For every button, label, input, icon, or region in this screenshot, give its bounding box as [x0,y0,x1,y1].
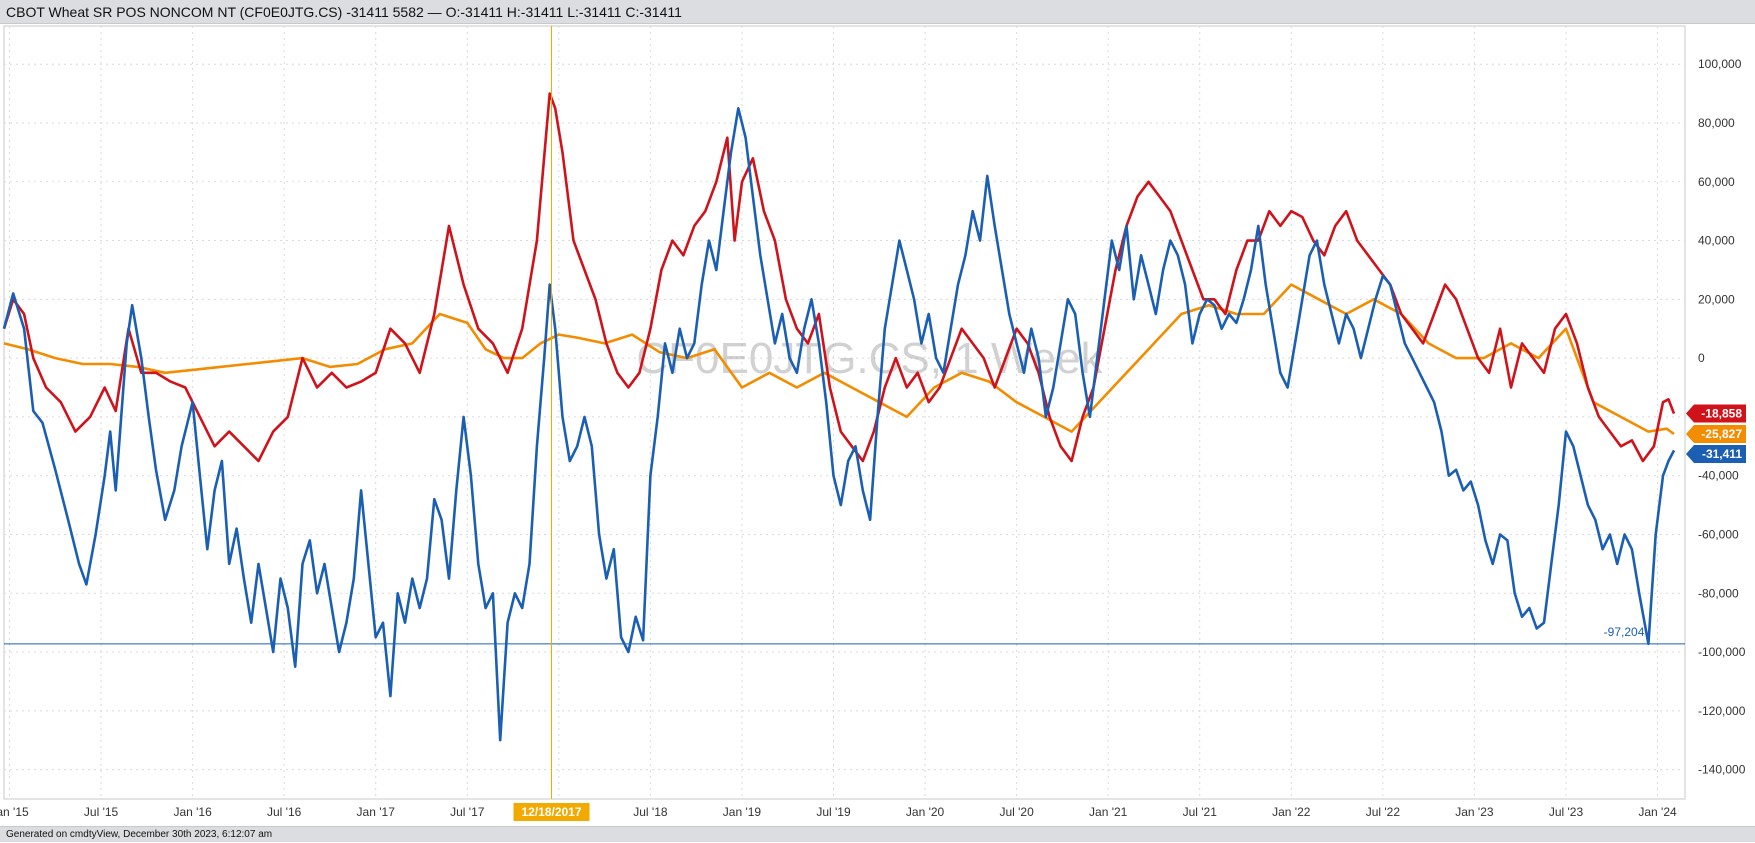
x-tick-label: Jul '15 [84,805,119,819]
y-tick-label: -100,000 [1698,645,1746,659]
x-tick-label: Jul '21 [1183,805,1218,819]
last-value-label: -25,827 [1701,427,1742,441]
min-value-label: -97,204 [1604,625,1645,639]
series-line-orange [3,283,1675,436]
y-tick-label: 100,000 [1698,57,1742,71]
y-tick-label: -80,000 [1698,586,1739,600]
y-tick-label: -40,000 [1698,469,1739,483]
x-tick-label: Jan '21 [1089,805,1128,819]
generated-footer: Generated on cmdtyView, December 30th 20… [0,826,1755,842]
chart-canvas[interactable]: CF0E0JTG.CS, 1 Week 100,00080,00060,0004… [0,24,1755,826]
x-tick-label: Jan '24 [1638,805,1677,819]
last-value-label: -31,411 [1702,447,1742,461]
x-tick-label: Jan '15 [0,805,29,819]
chart-title: CBOT Wheat SR POS NONCOM NT (CF0E0JTG.CS… [0,0,1755,24]
plot-area [3,25,1686,800]
x-tick-label: Jan '16 [173,805,212,819]
x-tick-label: Jul '23 [1549,805,1584,819]
series-line-blue [2,107,1676,742]
crosshair-date-label: 12/18/2017 [521,805,581,819]
y-tick-label: 60,000 [1698,175,1735,189]
x-tick-label: Jan '19 [723,805,762,819]
y-tick-label: -60,000 [1698,527,1739,541]
last-value-badge-bg [1686,445,1746,464]
x-tick-label: Jul '18 [633,805,668,819]
last-value-badge-bg [1686,425,1746,444]
x-tick-label: Jan '22 [1272,805,1311,819]
last-value-badge-blue: -31,411 [1686,445,1746,464]
x-tick-label: Jul '17 [450,805,485,819]
y-tick-label: -120,000 [1698,704,1746,718]
y-tick-label: 0 [1698,351,1705,365]
y-tick-label: -140,000 [1698,763,1746,777]
last-value-badge-red: -18,858 [1686,404,1746,423]
y-tick-label: 80,000 [1698,116,1735,130]
last-value-badge-orange: -25,827 [1686,425,1746,444]
x-tick-label: Jan '23 [1455,805,1494,819]
x-tick-label: Jul '22 [1366,805,1401,819]
y-tick-label: 40,000 [1698,234,1735,248]
y-tick-label: 20,000 [1698,292,1735,306]
crosshair-date-badge [513,803,590,821]
last-value-badge-bg [1686,404,1746,423]
x-tick-label: Jan '20 [906,805,945,819]
last-value-label: -18,858 [1701,407,1742,421]
x-tick-label: Jul '16 [267,805,302,819]
x-tick-label: Jul '19 [816,805,851,819]
x-tick-label: Jan '17 [357,805,396,819]
series-line-red [2,92,1676,463]
x-tick-label: Jul '20 [999,805,1034,819]
